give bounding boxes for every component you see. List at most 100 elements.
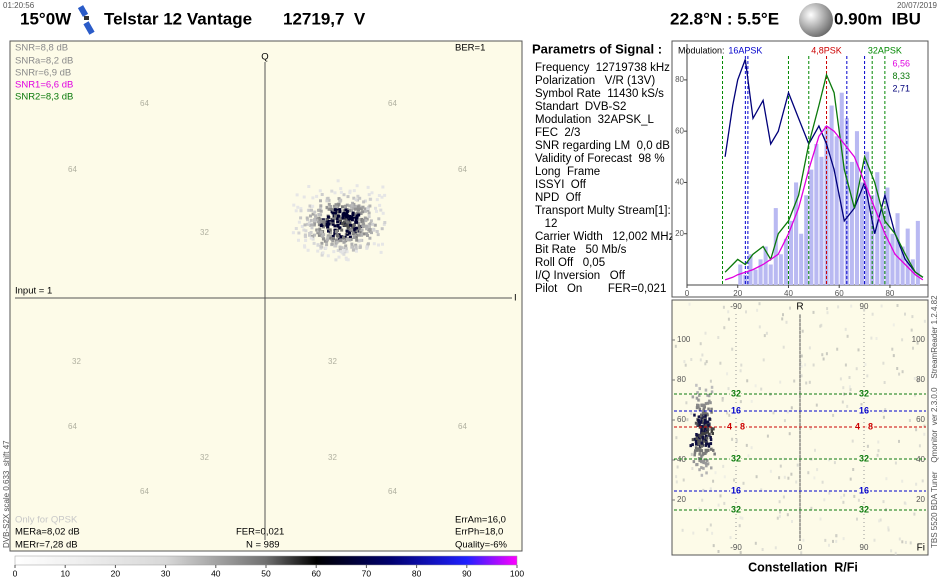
sample-dot bbox=[308, 204, 312, 208]
bar bbox=[895, 213, 900, 285]
sample-dot bbox=[364, 219, 368, 223]
noise-dot bbox=[832, 539, 834, 543]
sample-dot bbox=[304, 229, 308, 233]
noise-dot bbox=[826, 311, 829, 315]
sample-dot bbox=[350, 203, 354, 207]
sample-dot bbox=[699, 420, 703, 424]
sample-dot bbox=[349, 215, 353, 219]
ring-label: 64 bbox=[140, 99, 149, 108]
x-tick-label: -90 bbox=[730, 543, 742, 552]
noise-dot bbox=[901, 540, 904, 544]
sample-dot bbox=[366, 185, 370, 189]
sample-dot bbox=[695, 434, 699, 438]
sample-dot bbox=[699, 448, 702, 452]
sample-dot bbox=[695, 383, 698, 387]
sample-dot bbox=[693, 413, 696, 417]
sample-dot bbox=[699, 458, 703, 462]
noise-dot bbox=[813, 476, 816, 480]
noise-dot bbox=[723, 501, 726, 505]
bar bbox=[905, 228, 910, 285]
sample-dot bbox=[350, 218, 354, 222]
parameter: Polarization V/R (13V) bbox=[535, 75, 655, 87]
sample-dot bbox=[307, 185, 311, 188]
noise-dot bbox=[774, 546, 777, 550]
sample-dot bbox=[338, 245, 342, 249]
noise-dot bbox=[783, 419, 786, 423]
noise-dot bbox=[758, 325, 761, 329]
noise-dot bbox=[719, 494, 722, 498]
noise-dot bbox=[807, 471, 810, 475]
noise-dot bbox=[739, 516, 742, 520]
bar bbox=[829, 105, 834, 285]
level-label: 32 bbox=[731, 388, 741, 398]
modulation-histogram: 0 20 40 60 80 20 40 60 80 16APSK 4,8PSK 32APSK Modul… bbox=[675, 44, 928, 298]
sample-dot bbox=[345, 220, 349, 224]
series-line bbox=[724, 59, 924, 278]
sample-dot bbox=[345, 250, 349, 254]
noise-dot bbox=[676, 465, 679, 469]
noise-dot bbox=[788, 432, 791, 436]
sample-dot bbox=[329, 221, 333, 225]
sample-dot bbox=[297, 238, 300, 242]
bar bbox=[819, 156, 824, 285]
sample-count: N = 989 bbox=[246, 540, 280, 551]
sample-dot bbox=[319, 213, 323, 217]
sample-dot bbox=[358, 245, 362, 249]
series-line bbox=[724, 125, 924, 281]
sample-dot bbox=[294, 209, 298, 213]
noise-dot bbox=[675, 475, 678, 479]
ring-label: 32 bbox=[328, 357, 337, 366]
noise-dot bbox=[904, 312, 906, 316]
sample-dot bbox=[327, 198, 331, 202]
sample-dot bbox=[355, 249, 358, 253]
y-tick-label: 100 bbox=[677, 335, 691, 344]
sample-dot bbox=[333, 204, 336, 208]
sample-dot bbox=[295, 193, 299, 197]
noise-dot bbox=[873, 538, 876, 542]
noise-dot bbox=[856, 517, 858, 521]
err-ph: ErrPh=18,0 bbox=[455, 527, 503, 538]
noise-dot bbox=[698, 507, 701, 511]
sample-dot bbox=[309, 231, 313, 234]
sample-dot bbox=[348, 238, 352, 242]
sample-dot bbox=[696, 447, 699, 451]
bar bbox=[839, 92, 844, 285]
noise-dot bbox=[721, 398, 724, 402]
sample-dot bbox=[710, 390, 714, 394]
sample-dot bbox=[335, 205, 339, 209]
sample-dot bbox=[378, 203, 382, 207]
noise-dot bbox=[910, 328, 913, 332]
sample-dot bbox=[706, 413, 709, 417]
noise-dot bbox=[812, 363, 815, 367]
noise-dot bbox=[674, 344, 677, 348]
sample-dot bbox=[362, 232, 366, 236]
sample-dot bbox=[336, 249, 340, 252]
noise-dot bbox=[690, 452, 693, 456]
bar bbox=[880, 208, 885, 285]
snr: SNRa=8,2 dB bbox=[15, 56, 73, 67]
noise-dot bbox=[791, 520, 793, 523]
noise-dot bbox=[842, 386, 845, 390]
noise-dot bbox=[758, 302, 761, 306]
sample-dot bbox=[373, 223, 377, 227]
bar bbox=[809, 169, 814, 285]
parameter: I/Q Inversion Off bbox=[535, 270, 626, 282]
sample-dot bbox=[352, 215, 356, 219]
noise-dot bbox=[789, 306, 791, 310]
noise-dot bbox=[786, 513, 789, 517]
sample-dot bbox=[304, 239, 308, 242]
sample-dot bbox=[326, 236, 330, 240]
parameter: Symbol Rate 11430 kS/s bbox=[535, 88, 664, 100]
sample-dot bbox=[701, 436, 704, 439]
noise-dot bbox=[738, 524, 741, 528]
sample-dot bbox=[698, 452, 701, 456]
header: 01:20:56 20/07/2019 15°0W Telstar 12 Van… bbox=[3, 1, 938, 37]
sample-dot bbox=[348, 189, 352, 193]
noise-dot bbox=[890, 549, 893, 553]
sample-dot bbox=[375, 230, 379, 233]
sample-dot bbox=[361, 210, 365, 214]
merr: MERr=7,28 dB bbox=[15, 540, 78, 551]
satellite-icon bbox=[77, 5, 95, 35]
quality: Quality=-6% bbox=[455, 540, 508, 551]
